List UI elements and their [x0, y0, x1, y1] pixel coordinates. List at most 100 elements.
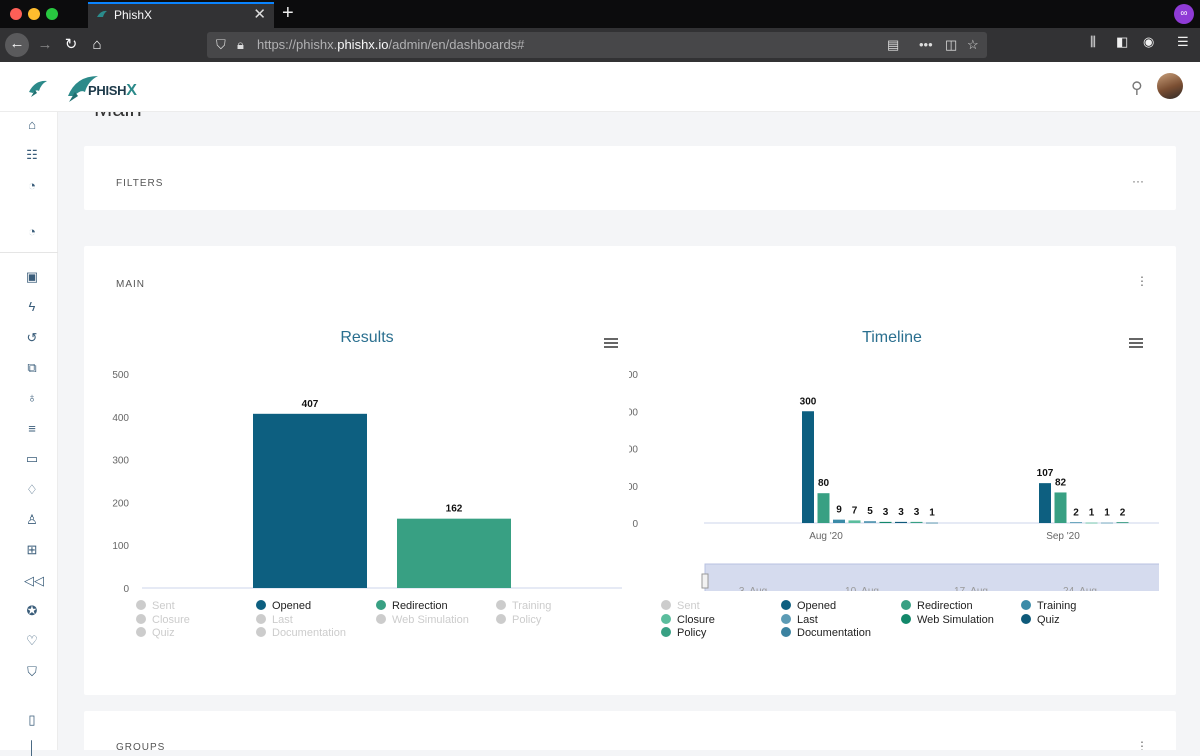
history-nav-icon[interactable]: ↺	[26, 330, 38, 345]
url-prefix: https://phishx.	[257, 37, 338, 52]
address-bar[interactable]: ⛉ 🔒︎ https://phishx.phishx.io/admin/en/d…	[207, 32, 987, 58]
library-icon[interactable]: ⫼	[1090, 34, 1096, 49]
results-legend: Sent Opened Redirection Training Closure Last…	[136, 600, 616, 645]
legend-item-web-simulation[interactable]: Web Simulation	[901, 613, 994, 626]
more-nav-icon[interactable]: │	[27, 740, 37, 755]
award-nav-icon[interactable]: ✪	[26, 603, 38, 618]
account-icon[interactable]: ◉	[1143, 34, 1155, 49]
results-chart-title: Results	[340, 329, 394, 346]
rewind-nav-icon[interactable]: ◁◁	[24, 573, 44, 588]
forward-icon[interactable]: →	[37, 36, 53, 53]
results-chart-menu-icon[interactable]	[604, 338, 618, 348]
page-title: Main	[94, 112, 142, 122]
bar-documentation-aug-20	[926, 522, 938, 524]
legend-item-closure[interactable]: Closure	[136, 613, 190, 626]
legend-item-quiz[interactable]: Quiz	[136, 627, 175, 639]
list-nav-icon[interactable]: ☷	[26, 147, 38, 162]
legend-item-training[interactable]: Training	[496, 600, 551, 612]
legend-item-training[interactable]: Training	[1021, 600, 1076, 612]
menu-icon[interactable]: ☰	[1177, 34, 1189, 49]
groups-menu-icon[interactable]: ⋮	[1136, 739, 1148, 750]
legend-label: Opened	[272, 600, 312, 612]
data-label-training: 9	[836, 505, 842, 516]
main-menu-icon[interactable]: ⋮	[1136, 274, 1148, 288]
legend-item-documentation[interactable]: Documentation	[256, 627, 346, 639]
database-nav-icon[interactable]: ≡	[28, 421, 36, 436]
heartbeat-nav-icon[interactable]: ♡	[26, 633, 38, 648]
legend-item-policy[interactable]: Policy	[661, 627, 706, 639]
shield-nav-icon[interactable]: ⛉	[27, 664, 37, 679]
bar-quiz-aug-20	[895, 521, 907, 523]
bar-last-sep-20	[1101, 522, 1113, 524]
data-label-policy: 3	[914, 507, 920, 518]
legend-swatch	[256, 600, 266, 610]
bar-policy-aug-20	[910, 521, 923, 523]
url-domain: phishx.io	[337, 37, 389, 52]
legend-label: Web Simulation	[392, 613, 469, 626]
legend-item-opened[interactable]: Opened	[781, 600, 836, 612]
legend-item-web-simulation[interactable]: Web Simulation	[376, 613, 469, 626]
page-actions-icon[interactable]: •••	[919, 37, 933, 52]
maximize-window-button[interactable]	[46, 8, 58, 20]
shield-icon[interactable]: ⛉	[216, 37, 226, 52]
monitor-nav-icon[interactable]: ▭	[25, 451, 39, 466]
home-nav-icon[interactable]: ⌂	[28, 117, 36, 132]
legend-item-quiz[interactable]: Quiz	[1021, 613, 1060, 626]
minimize-window-button[interactable]	[28, 8, 40, 20]
network-nav-icon[interactable]: ⊞	[26, 542, 38, 557]
legend-label: Documentation	[797, 627, 871, 639]
navigator-label: 24. Aug	[1063, 586, 1097, 591]
new-tab-icon[interactable]: +	[282, 2, 294, 24]
reload-icon[interactable]: ↻	[64, 36, 78, 53]
close-window-button[interactable]	[10, 8, 22, 20]
legend-item-redirection[interactable]: Redirection	[901, 600, 973, 612]
y-tick-label: 300	[629, 407, 638, 418]
sidebar: ⌂ ☷ ◔ ◔ ▣ ϟ ↺ ⧉ ♁ ≡ ▭ ♢ ♙ ⊞ ◁◁ ✪ ♡ ⛉ ▯ │	[0, 112, 58, 755]
legend-item-sent[interactable]: Sent	[661, 600, 700, 612]
pie-chart-nav-icon[interactable]: ◔	[28, 224, 36, 239]
bar-opened-aug-20	[802, 411, 814, 523]
people-nav-icon[interactable]: ♙	[26, 512, 38, 527]
home-icon[interactable]: ⌂	[92, 36, 102, 53]
legend-item-sent[interactable]: Sent	[136, 600, 175, 612]
bar-last-aug-20	[864, 521, 876, 523]
legend-item-closure[interactable]: Closure	[661, 613, 715, 626]
image-nav-icon[interactable]: ▣	[25, 269, 39, 284]
document-nav-icon[interactable]: ▯	[28, 712, 36, 727]
timeline-chart-menu-icon[interactable]	[1129, 338, 1143, 348]
private-browsing-icon: ∞	[1174, 4, 1194, 24]
avatar[interactable]	[1157, 73, 1183, 99]
phishx-logo-icon	[68, 76, 98, 102]
legend-item-last[interactable]: Last	[256, 613, 293, 626]
data-label-last: 1	[1104, 508, 1110, 519]
bar-web-simulation-sep-20	[1116, 522, 1129, 524]
close-tab-icon[interactable]: ✕	[253, 6, 266, 23]
y-tick-label: 0	[123, 584, 129, 595]
legend-item-redirection[interactable]: Redirection	[376, 600, 448, 612]
legend-label: Last	[272, 613, 293, 626]
bar-training-aug-20	[833, 519, 845, 523]
legend-label: Last	[797, 613, 818, 626]
data-label-redirection: 162	[446, 504, 463, 515]
legend-item-documentation[interactable]: Documentation	[781, 627, 871, 639]
legend-item-last[interactable]: Last	[781, 613, 818, 626]
legend-label: Closure	[152, 613, 190, 626]
legend-label: Web Simulation	[917, 613, 994, 626]
back-icon[interactable]: ←	[5, 33, 29, 57]
gallery-nav-icon[interactable]: ⧉	[27, 360, 37, 375]
dashboard-nav-icon[interactable]: ◔	[28, 178, 36, 193]
lightbulb-nav-icon[interactable]: ♁	[27, 390, 37, 405]
filters-menu-icon[interactable]: ···	[1132, 174, 1144, 188]
sidebar-toggle-icon[interactable]: ◧	[1116, 34, 1129, 49]
lightning-nav-icon[interactable]: ϟ	[28, 299, 36, 314]
small-logo-icon[interactable]	[27, 77, 49, 99]
reader-view-icon[interactable]: ▤	[887, 37, 900, 52]
search-icon[interactable]: ⚲	[1131, 80, 1143, 97]
pocket-icon[interactable]: ◫	[945, 37, 958, 52]
location-pin-nav-icon[interactable]: ♢	[26, 482, 38, 497]
browser-tab[interactable]: PhishX ✕	[88, 2, 274, 28]
legend-item-opened[interactable]: Opened	[256, 600, 311, 612]
bookmark-star-icon[interactable]: ☆	[967, 37, 979, 52]
x-tick-label: Sep '20	[1046, 531, 1080, 542]
legend-item-policy[interactable]: Policy	[496, 613, 541, 626]
